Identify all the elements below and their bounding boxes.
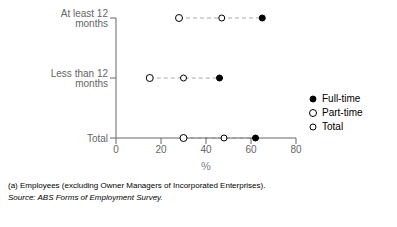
svg-text:20: 20 [155,144,167,155]
svg-text:40: 40 [200,144,212,155]
svg-text:0: 0 [113,144,119,155]
html-text:Full-time: Full-time [322,93,361,104]
html-text:(a) Employees (excluding Owner: (a) Employees (excluding Owner Managers … [8,181,266,190]
svg-text:Less than 12months: Less than 12months [51,68,109,89]
svg-text:At least 12months: At least 12months [61,8,109,29]
html-text:Source: ABS Forms of Employmen: Source: ABS Forms of Employment Survey. [8,193,163,202]
svg-text:60: 60 [245,144,257,155]
svg-text:%: % [201,160,211,172]
html-text:Part-time: Part-time [322,107,363,118]
svg-text:80: 80 [290,144,302,155]
svg-text:Total: Total [87,133,108,144]
html-text:Total: Total [322,121,344,132]
